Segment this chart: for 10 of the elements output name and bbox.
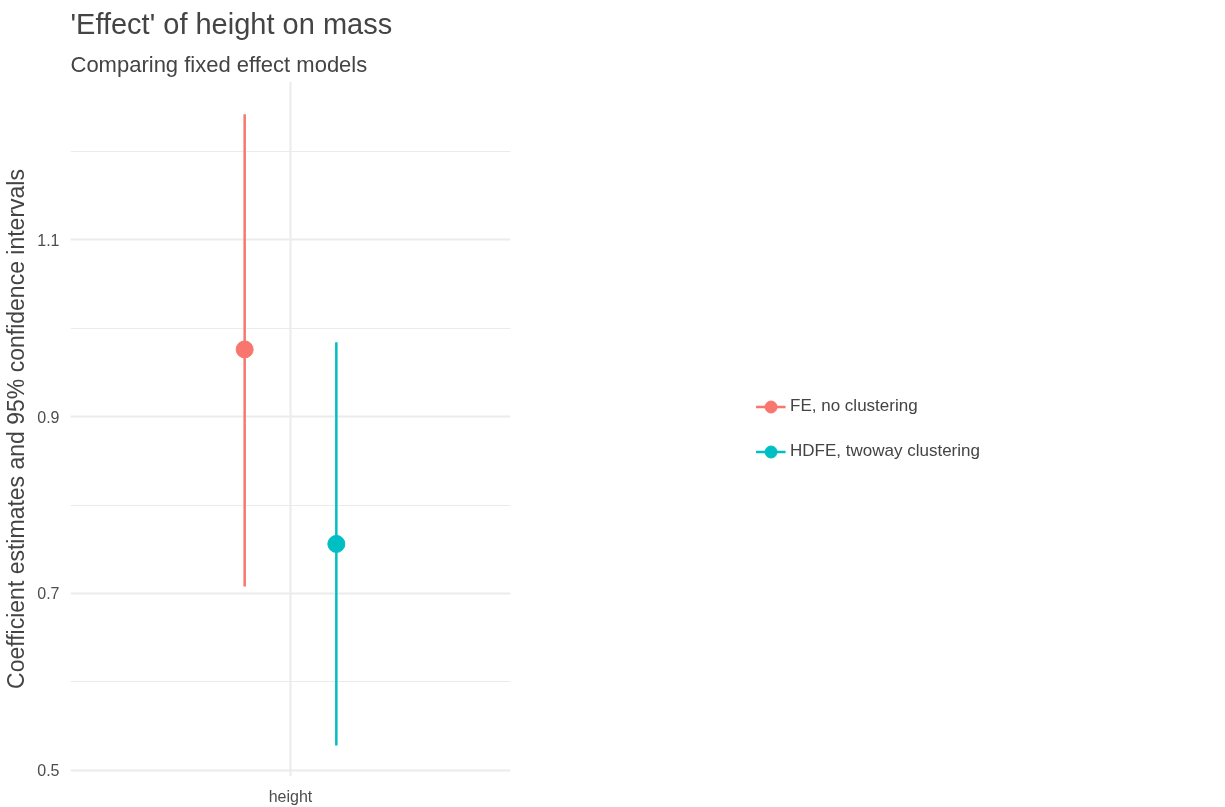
y-tick-label: 1.1 (37, 231, 60, 249)
y-tick-label: 0.5 (37, 762, 60, 780)
y-tick-label: 0.9 (37, 408, 60, 426)
legend-label: HDFE, twoway clustering (790, 441, 980, 461)
legend-label: FE, no clustering (790, 396, 918, 416)
y-tick-label: 0.7 (37, 585, 60, 603)
chart-subtitle: Comparing fixed effect models (70, 51, 368, 77)
x-tick-label: height (268, 787, 313, 805)
y-axis-title: Coefficient estimates and 95% confidence intervals (3, 169, 30, 689)
chart-title: 'Effect' of height on mass (70, 7, 393, 40)
